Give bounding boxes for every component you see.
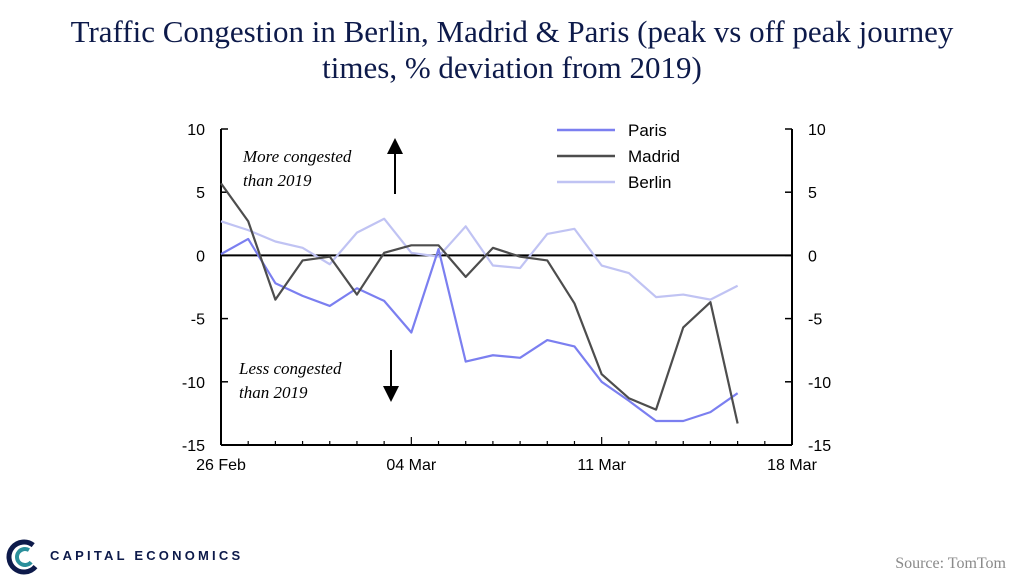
logo-mark-icon: [6, 539, 42, 575]
chart-title-line1: Traffic Congestion in Berlin, Madrid & P…: [70, 14, 954, 49]
y-tick-label-left: -10: [182, 375, 205, 392]
legend-label-paris: Paris: [628, 121, 667, 140]
legend-label-berlin: Berlin: [628, 173, 671, 192]
legend-label-madrid: Madrid: [628, 147, 680, 166]
chart-title-line2: times, % deviation from 2019): [322, 50, 702, 85]
annotation-up-line1: More congested: [242, 147, 352, 166]
y-tick-label-right: -5: [808, 312, 822, 329]
y-tick-label-left: 5: [196, 185, 205, 202]
chart-title: Traffic Congestion in Berlin, Madrid & P…: [0, 14, 1024, 86]
x-tick-label: 26 Feb: [196, 457, 246, 474]
arrow-up-icon: [387, 138, 403, 194]
source-note: Source: TomTom: [895, 555, 1006, 572]
y-tick-label-left: -5: [191, 312, 205, 329]
y-tick-label-right: 10: [808, 122, 826, 139]
x-tick-label: 04 Mar: [386, 457, 436, 474]
y-tick-label-left: 10: [187, 122, 205, 139]
arrow-down-icon: [383, 350, 399, 402]
y-tick-label-right: -15: [808, 438, 831, 455]
y-tick-label-right: -10: [808, 375, 831, 392]
x-tick-label: 18 Mar: [767, 457, 817, 474]
y-tick-label-left: 0: [196, 248, 205, 265]
y-tick-label-right: 0: [808, 248, 817, 265]
x-tick-label: 11 Mar: [577, 457, 626, 474]
logo-text: CAPITAL ECONOMICS: [50, 548, 244, 563]
series-line-madrid: [220, 182, 739, 424]
plot-area: -15 -15 -10 -10 -5 -5 0 0 5 5 10 10 26 Feb 04 Mar 11 M…: [182, 121, 831, 474]
y-tick-label-left: -15: [182, 438, 205, 455]
annotation-down-line1: Less congested: [238, 359, 342, 378]
annotation-up-line2: than 2019: [243, 171, 312, 190]
series-line-paris: [220, 237, 739, 423]
capital-economics-logo: CAPITAL ECONOMICS: [6, 535, 240, 579]
y-tick-label-right: 5: [808, 185, 817, 202]
series-line-berlin: [220, 217, 739, 301]
annotation-down-line2: than 2019: [239, 383, 308, 402]
